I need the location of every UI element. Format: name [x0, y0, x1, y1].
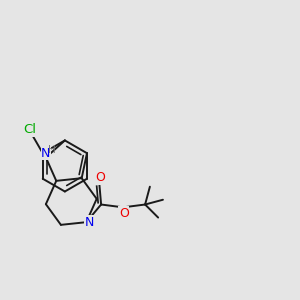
Text: O: O — [119, 207, 129, 220]
Text: O: O — [95, 171, 105, 184]
Text: H: H — [48, 145, 56, 155]
Text: N: N — [84, 216, 94, 229]
Text: Cl: Cl — [23, 123, 36, 136]
Text: N: N — [41, 147, 51, 160]
